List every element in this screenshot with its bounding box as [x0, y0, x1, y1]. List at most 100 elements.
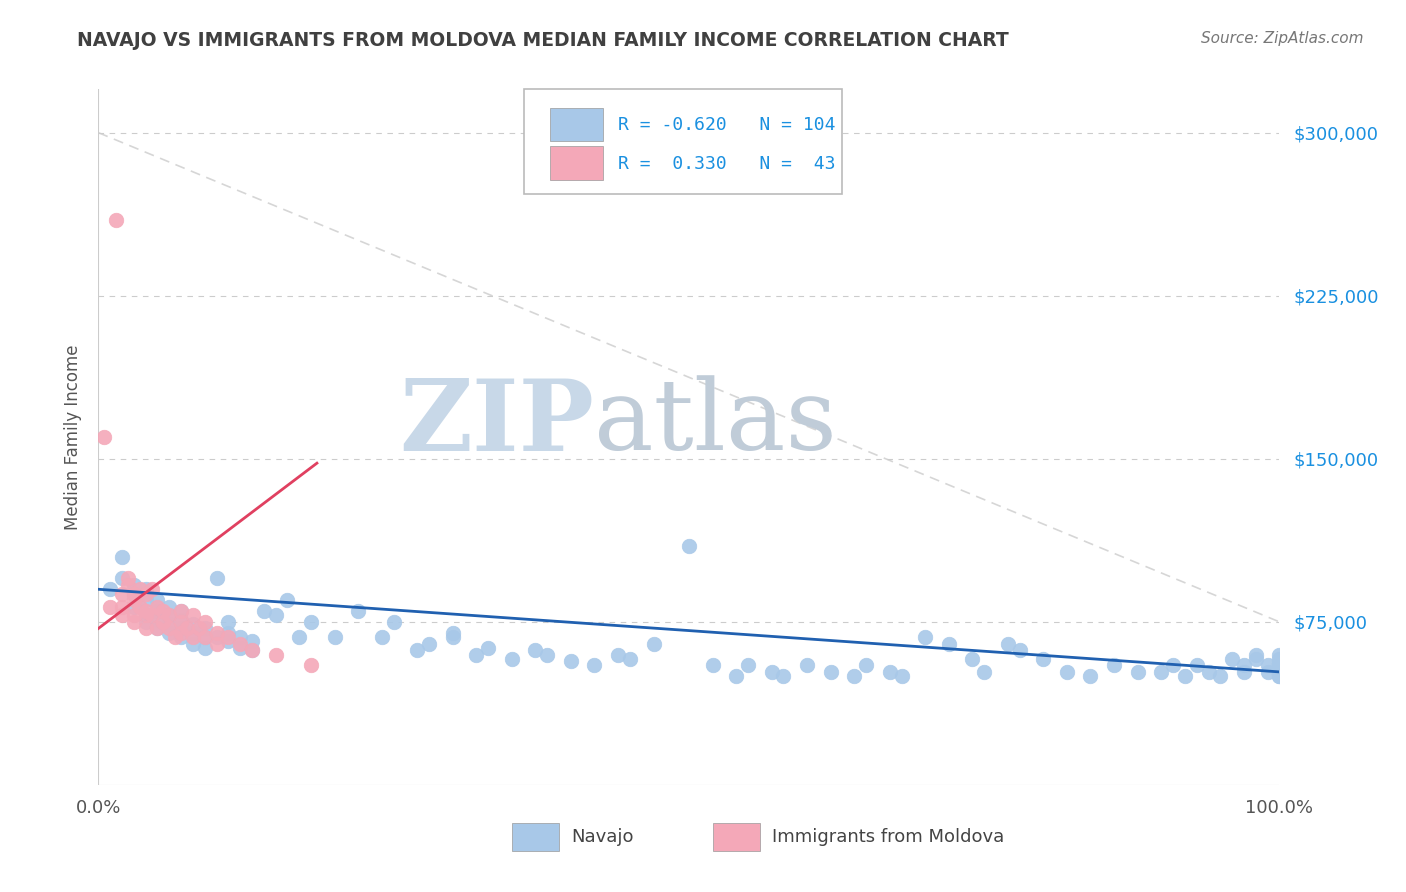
Point — [111, 549, 134, 564]
Point — [170, 613, 193, 627]
Point — [619, 652, 641, 666]
Point — [135, 604, 157, 618]
Point — [1126, 665, 1149, 679]
Point — [135, 608, 157, 623]
Point — [122, 593, 145, 607]
Text: R = -0.620   N = 104: R = -0.620 N = 104 — [619, 116, 835, 135]
Point — [135, 608, 157, 623]
Point — [157, 625, 180, 640]
Point — [240, 634, 263, 648]
Point — [122, 587, 145, 601]
Point — [146, 604, 169, 618]
FancyBboxPatch shape — [512, 823, 560, 851]
Point — [276, 593, 298, 607]
Point — [737, 658, 759, 673]
Point — [1268, 652, 1291, 666]
Point — [170, 615, 193, 629]
Point — [1244, 652, 1267, 666]
Point — [181, 637, 204, 651]
Point — [253, 604, 276, 618]
Point — [111, 571, 134, 585]
Point — [1233, 658, 1256, 673]
Text: ZIP: ZIP — [399, 375, 595, 472]
Point — [135, 587, 157, 601]
Point — [135, 621, 157, 635]
Point — [643, 637, 665, 651]
Point — [170, 630, 193, 644]
Point — [181, 625, 204, 640]
Point — [1080, 669, 1102, 683]
Point — [725, 669, 748, 683]
Point — [914, 630, 936, 644]
Point — [157, 608, 180, 623]
Point — [1220, 652, 1243, 666]
FancyBboxPatch shape — [550, 146, 603, 179]
Point — [1209, 669, 1232, 683]
Point — [820, 665, 842, 679]
Point — [229, 630, 252, 644]
Point — [879, 665, 901, 679]
Point — [135, 593, 157, 607]
Point — [187, 621, 209, 635]
Point — [194, 621, 217, 635]
Point — [536, 648, 558, 662]
Point — [157, 608, 180, 623]
Point — [607, 648, 630, 662]
Point — [1174, 669, 1197, 683]
Point — [1233, 665, 1256, 679]
Point — [560, 654, 582, 668]
Point — [761, 665, 783, 679]
Point — [146, 593, 169, 607]
Point — [93, 430, 115, 444]
Point — [217, 630, 239, 644]
Point — [477, 640, 499, 655]
Point — [122, 599, 145, 614]
Point — [1268, 665, 1291, 679]
Point — [465, 648, 488, 662]
Point — [1244, 648, 1267, 662]
Point — [122, 608, 145, 623]
Point — [98, 599, 121, 614]
Point — [98, 582, 121, 597]
Point — [122, 587, 145, 601]
Point — [205, 625, 228, 640]
Point — [441, 630, 464, 644]
Point — [890, 669, 912, 683]
Point — [347, 604, 370, 618]
Point — [264, 608, 287, 623]
Text: Source: ZipAtlas.com: Source: ZipAtlas.com — [1201, 31, 1364, 46]
Point — [1056, 665, 1078, 679]
Text: NAVAJO VS IMMIGRANTS FROM MOLDOVA MEDIAN FAMILY INCOME CORRELATION CHART: NAVAJO VS IMMIGRANTS FROM MOLDOVA MEDIAN… — [77, 31, 1010, 50]
Point — [299, 658, 322, 673]
Point — [938, 637, 960, 651]
Point — [141, 608, 163, 623]
Point — [205, 630, 228, 644]
Point — [146, 621, 169, 635]
Point — [973, 665, 995, 679]
Point — [128, 582, 150, 597]
Text: Navajo: Navajo — [571, 828, 633, 847]
Text: R =  0.330   N =  43: R = 0.330 N = 43 — [619, 154, 835, 173]
Point — [406, 643, 429, 657]
Point — [1150, 665, 1173, 679]
Point — [678, 539, 700, 553]
Point — [1268, 669, 1291, 683]
Point — [170, 625, 193, 640]
Point — [117, 571, 139, 585]
Point — [157, 599, 180, 614]
Point — [105, 212, 128, 227]
Point — [1198, 665, 1220, 679]
Point — [128, 599, 150, 614]
Y-axis label: Median Family Income: Median Family Income — [63, 344, 82, 530]
Point — [217, 634, 239, 648]
Point — [157, 621, 180, 635]
Point — [1185, 658, 1208, 673]
Point — [583, 658, 606, 673]
Point — [962, 652, 984, 666]
Point — [205, 637, 228, 651]
Point — [1268, 658, 1291, 673]
Point — [997, 637, 1019, 651]
Point — [152, 604, 174, 618]
Point — [264, 648, 287, 662]
Point — [170, 604, 193, 618]
